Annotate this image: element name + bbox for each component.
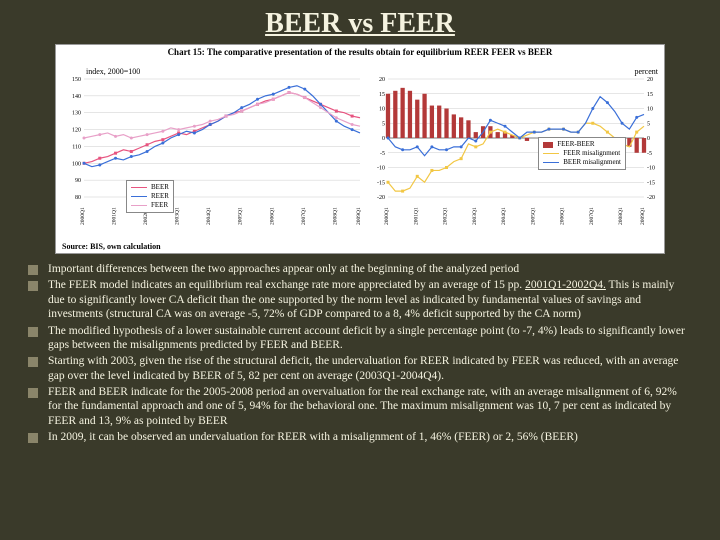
right-axis-label: percent <box>634 67 658 76</box>
svg-text:15: 15 <box>647 92 653 98</box>
svg-text:-15: -15 <box>377 180 385 186</box>
chart-title: Chart 15: The comparative presentation o… <box>56 47 664 57</box>
svg-text:2004Q1: 2004Q1 <box>501 207 507 225</box>
svg-text:2009Q1: 2009Q1 <box>356 207 362 225</box>
svg-text:2000Q1: 2000Q1 <box>80 207 86 225</box>
svg-text:-20: -20 <box>377 195 385 201</box>
svg-text:120: 120 <box>72 128 81 134</box>
legend-beer: BEER <box>151 183 169 192</box>
left-axis-label: index, 2000=100 <box>86 67 140 76</box>
svg-text:-10: -10 <box>647 166 655 172</box>
svg-text:-5: -5 <box>647 151 652 157</box>
left-legend: BEER REER FEER <box>126 180 174 213</box>
svg-text:20: 20 <box>379 77 385 83</box>
svg-text:130: 130 <box>72 111 81 117</box>
left-chart-svg: 80901001101201301401502000Q12001Q12002Q1… <box>56 67 366 227</box>
svg-text:2001Q1: 2001Q1 <box>413 207 419 225</box>
svg-text:2008Q1: 2008Q1 <box>618 207 624 225</box>
svg-text:-10: -10 <box>377 166 385 172</box>
list-item: FEER and BEER indicate for the 2005-2008… <box>28 385 692 428</box>
svg-text:2001Q1: 2001Q1 <box>112 207 118 225</box>
svg-text:2005Q1: 2005Q1 <box>530 207 536 225</box>
svg-text:2003Q1: 2003Q1 <box>175 207 181 225</box>
legend-feer: FEER <box>151 201 168 210</box>
right-legend: FEER-BEER FEER misalignment BEER misalig… <box>538 137 626 170</box>
bullets-list: Important differences between the two ap… <box>0 254 720 445</box>
svg-text:-15: -15 <box>647 180 655 186</box>
bullet-icon <box>28 357 38 367</box>
svg-text:0: 0 <box>647 136 650 142</box>
legend-beer-mis: BEER misalignment <box>563 158 621 167</box>
list-item: The modified hypothesis of a lower susta… <box>28 324 692 353</box>
svg-text:10: 10 <box>379 107 385 113</box>
list-item: In 2009, it can be observed an undervalu… <box>28 430 692 444</box>
svg-text:90: 90 <box>75 178 81 184</box>
svg-text:2000Q1: 2000Q1 <box>384 207 390 225</box>
svg-text:2008Q1: 2008Q1 <box>332 207 338 225</box>
bullet-text: The FEER model indicates an equilibrium … <box>48 278 692 321</box>
svg-text:20: 20 <box>647 77 653 83</box>
bullet-text: In 2009, it can be observed an undervalu… <box>48 430 692 444</box>
svg-text:2003Q1: 2003Q1 <box>472 207 478 225</box>
svg-text:2005Q1: 2005Q1 <box>238 207 244 225</box>
svg-text:2007Q1: 2007Q1 <box>301 207 307 225</box>
svg-text:2006Q1: 2006Q1 <box>560 207 566 225</box>
legend-feer-mis: FEER misalignment <box>563 149 620 158</box>
bullet-icon <box>28 327 38 337</box>
svg-text:-5: -5 <box>380 151 385 157</box>
svg-text:-20: -20 <box>647 195 655 201</box>
svg-text:5: 5 <box>647 121 650 127</box>
list-item: Starting with 2003, given the rise of th… <box>28 354 692 383</box>
bullet-text: Starting with 2003, given the rise of th… <box>48 354 692 383</box>
bullet-text: Important differences between the two ap… <box>48 262 692 276</box>
chart-source: Source: BIS, own calculation <box>62 242 161 251</box>
list-item: Important differences between the two ap… <box>28 262 692 276</box>
bullet-icon <box>28 265 38 275</box>
chart-panel: Chart 15: The comparative presentation o… <box>55 44 665 254</box>
page-title: BEER vs FEER <box>0 0 720 44</box>
svg-text:10: 10 <box>647 107 653 113</box>
legend-feer-beer: FEER-BEER <box>557 140 594 149</box>
bullet-icon <box>28 281 38 291</box>
bullet-text: The modified hypothesis of a lower susta… <box>48 324 692 353</box>
svg-text:80: 80 <box>75 195 81 201</box>
right-chart: percent -20 -20 -15 -15 -10 -10 -5 -5 0 0 5 5 10 10 15… <box>366 67 666 227</box>
svg-text:140: 140 <box>72 94 81 100</box>
slide: BEER vs FEER Chart 15: The comparative p… <box>0 0 720 540</box>
bullet-text: FEER and BEER indicate for the 2005-2008… <box>48 385 692 428</box>
svg-text:2002Q1: 2002Q1 <box>443 207 449 225</box>
svg-text:2004Q1: 2004Q1 <box>206 207 212 225</box>
svg-text:0: 0 <box>382 136 385 142</box>
bullet-icon <box>28 433 38 443</box>
legend-reer: REER <box>151 192 169 201</box>
left-chart: index, 2000=100 80 90 100 110 120 130 140 150 20… <box>56 67 366 227</box>
svg-text:15: 15 <box>379 92 385 98</box>
svg-text:150: 150 <box>72 77 81 83</box>
svg-text:2007Q1: 2007Q1 <box>589 207 595 225</box>
svg-text:5: 5 <box>382 121 385 127</box>
bullet-icon <box>28 388 38 398</box>
svg-text:100: 100 <box>72 161 81 167</box>
svg-text:2006Q1: 2006Q1 <box>269 207 275 225</box>
list-item: The FEER model indicates an equilibrium … <box>28 278 692 321</box>
svg-text:110: 110 <box>72 144 81 150</box>
svg-text:2009Q1: 2009Q1 <box>640 207 646 225</box>
